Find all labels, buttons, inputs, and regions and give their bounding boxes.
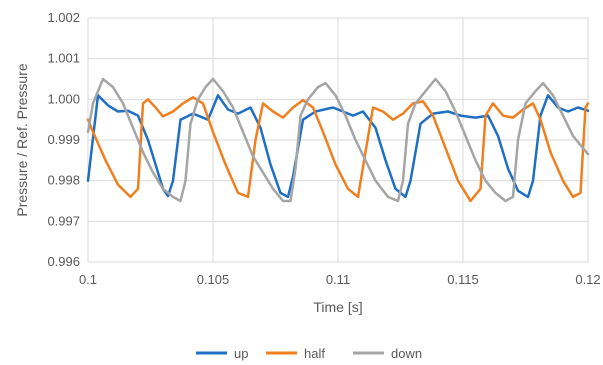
legend: up half down xyxy=(196,346,422,361)
x-tick-label: 0.11 xyxy=(326,272,350,287)
x-tick-label: 0.12 xyxy=(575,272,600,287)
x-axis-title: Time [s] xyxy=(313,299,362,315)
y-tick-label: 0.997 xyxy=(47,213,80,228)
x-tick-label: 0.105 xyxy=(197,272,230,287)
series-layer xyxy=(86,77,590,203)
series-line-down xyxy=(86,77,590,203)
legend-label-half: half xyxy=(304,346,325,361)
legend-label-up: up xyxy=(234,346,248,361)
x-tick-label: 0.1 xyxy=(79,272,97,287)
legend-label-down: down xyxy=(391,346,422,361)
x-tick-labels: 0.1 0.105 0.11 0.115 0.12 xyxy=(79,272,601,287)
y-tick-labels: 0.996 0.997 0.998 0.999 1.000 1.001 1.002 xyxy=(47,10,80,269)
y-tick-label: 1.001 xyxy=(47,51,80,66)
series-line-half xyxy=(86,96,590,203)
y-tick-label: 1.002 xyxy=(47,10,80,25)
y-axis-title: Pressure / Ref. Pressure xyxy=(14,63,30,216)
y-tick-label: 0.999 xyxy=(47,132,80,147)
y-tick-label: 0.998 xyxy=(47,173,80,188)
y-tick-label: 0.996 xyxy=(47,254,80,269)
y-tick-label: 1.000 xyxy=(47,91,80,106)
x-tick-label: 0.115 xyxy=(447,272,479,287)
